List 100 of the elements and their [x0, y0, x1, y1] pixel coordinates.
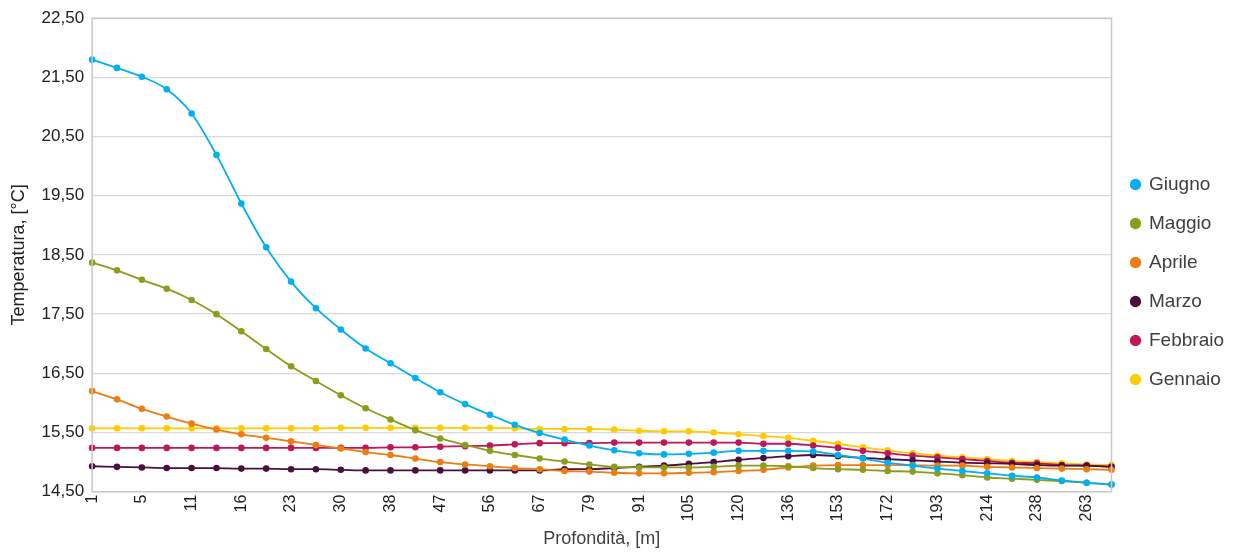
point [685, 450, 693, 458]
point [461, 467, 469, 474]
point [511, 421, 519, 429]
point [312, 304, 320, 312]
point [412, 467, 419, 474]
point [262, 243, 270, 251]
point [660, 470, 668, 477]
point [610, 469, 618, 477]
point [685, 439, 693, 446]
point [785, 440, 792, 448]
point [983, 470, 991, 477]
y-tick-label: 16,50 [41, 363, 85, 383]
point [113, 444, 121, 452]
point [436, 443, 444, 451]
y-axis-title: Temperatura, [°C] [7, 184, 28, 326]
point [262, 425, 270, 432]
point [486, 424, 494, 432]
point [138, 405, 146, 413]
point [710, 463, 718, 471]
point [511, 451, 519, 459]
point [859, 466, 867, 474]
point [735, 447, 742, 455]
point [486, 442, 494, 449]
point [138, 444, 146, 452]
point [486, 462, 494, 470]
point [1008, 464, 1016, 471]
y-tick-label: 18,50 [41, 244, 85, 264]
x-tick-label: 23 [281, 494, 299, 513]
x-tick-label: 193 [927, 494, 945, 522]
y-tick-label: 22,50 [41, 7, 85, 27]
point [436, 467, 444, 474]
point [113, 396, 121, 403]
point [461, 400, 469, 408]
point [610, 426, 618, 433]
point [735, 467, 742, 475]
x-tick-label: 91 [629, 494, 647, 513]
point [163, 464, 171, 472]
point [561, 425, 568, 433]
point [710, 429, 718, 436]
point [138, 425, 146, 432]
point [163, 285, 171, 292]
y-tick-label: 17,50 [41, 303, 85, 323]
point [362, 345, 369, 352]
point [387, 444, 394, 451]
point [337, 424, 345, 432]
x-tick-label: 47 [430, 494, 448, 513]
point [262, 444, 270, 452]
point [238, 430, 245, 438]
x-tick-label: 5 [132, 494, 150, 504]
point [312, 425, 320, 432]
point [461, 461, 469, 468]
point [760, 432, 767, 440]
x-tick-label: 67 [530, 494, 548, 513]
y-tick-label: 14,50 [41, 481, 85, 501]
point [586, 461, 593, 468]
point [561, 436, 568, 443]
point [287, 444, 295, 452]
point [188, 110, 195, 117]
point [511, 441, 519, 448]
point [362, 467, 369, 474]
x-tick-label: 214 [977, 494, 995, 522]
point [436, 388, 444, 396]
point [983, 463, 991, 471]
point [113, 267, 121, 274]
point [635, 449, 643, 457]
point [685, 428, 693, 435]
point [710, 439, 718, 446]
point [262, 434, 270, 442]
point [387, 467, 394, 474]
point [486, 447, 494, 455]
legend-label: Gennaio [1149, 367, 1221, 389]
x-tick-label: 56 [480, 494, 498, 513]
point [213, 464, 220, 472]
x-tick-label: 30 [331, 494, 349, 513]
point [710, 458, 718, 466]
point [262, 345, 270, 353]
point [536, 439, 543, 447]
point [163, 413, 171, 420]
point [710, 449, 718, 456]
point [884, 467, 892, 475]
point [163, 444, 171, 452]
point [412, 444, 419, 451]
point [660, 439, 668, 446]
x-tick-label: 172 [878, 494, 896, 522]
x-tick-label: 11 [182, 494, 199, 512]
point [635, 470, 643, 477]
point [436, 458, 444, 466]
point [635, 427, 643, 435]
point [760, 440, 767, 448]
point [735, 439, 742, 446]
point [959, 467, 966, 475]
point [213, 444, 220, 452]
point [610, 439, 618, 446]
point [486, 411, 494, 419]
point [387, 359, 394, 367]
point [387, 424, 394, 432]
point [436, 435, 444, 442]
point [188, 296, 195, 304]
point [262, 465, 270, 472]
point [387, 451, 394, 459]
